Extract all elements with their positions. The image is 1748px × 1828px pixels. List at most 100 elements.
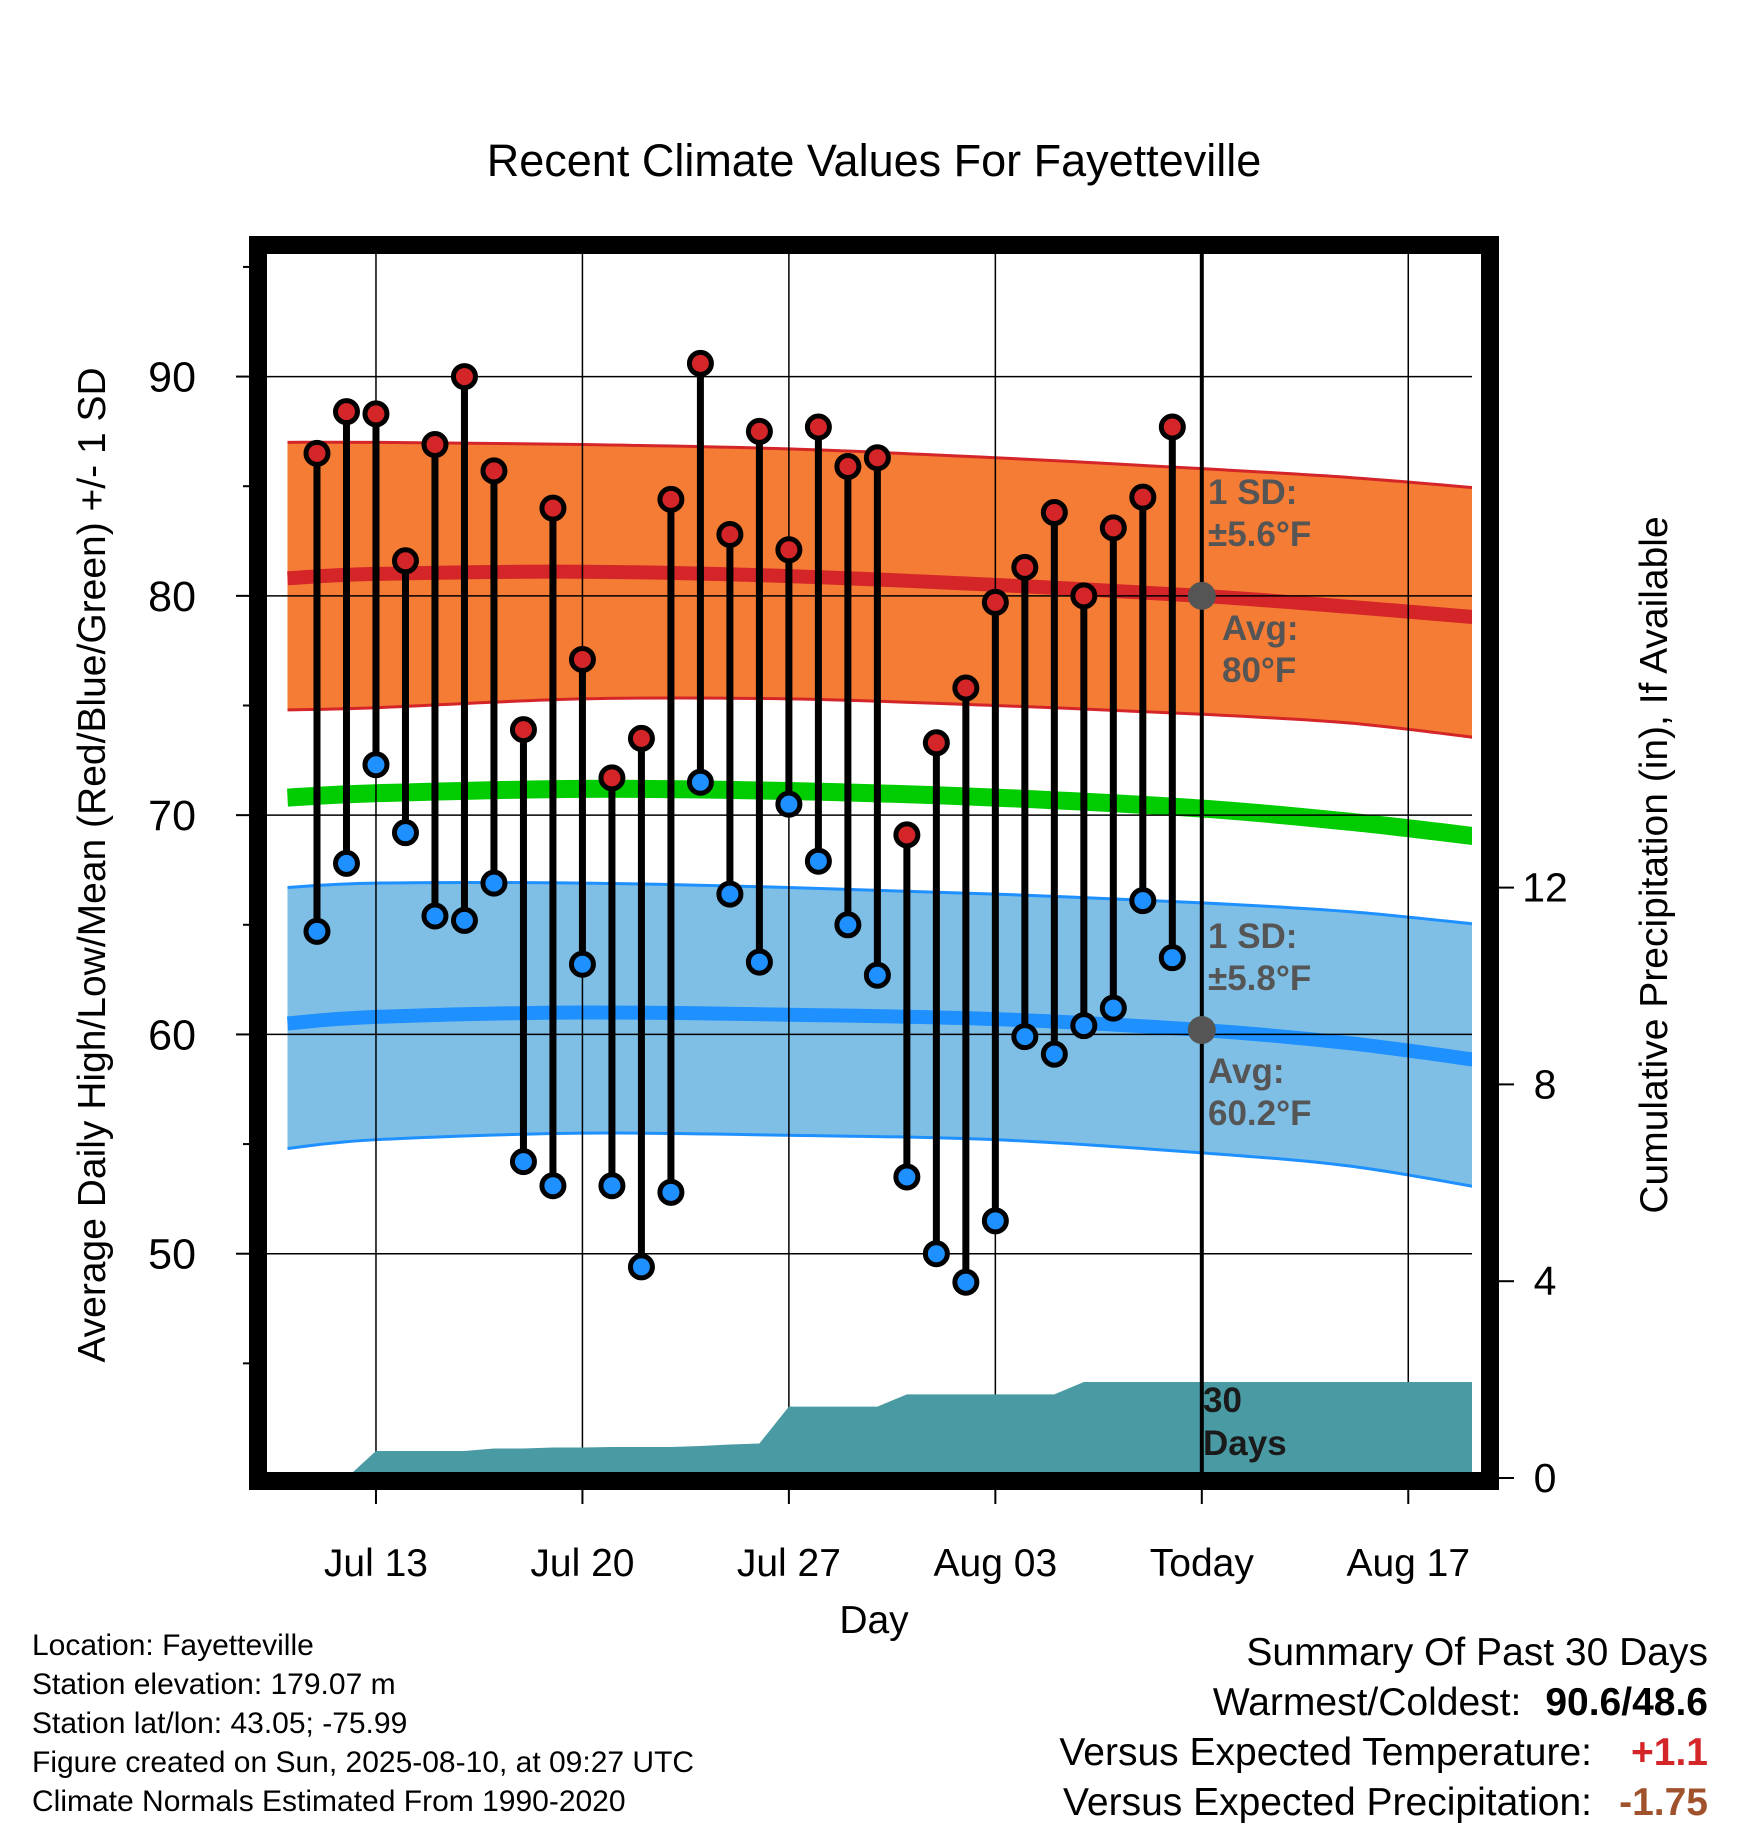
- low-sd-label: 1 SD:: [1208, 917, 1297, 956]
- x-axis-label: Day: [839, 1599, 909, 1642]
- high-point: [1099, 514, 1127, 542]
- low-point: [745, 948, 773, 976]
- temp-anomaly-label: Versus Expected Temperature:: [1059, 1731, 1592, 1774]
- low-point: [1099, 994, 1127, 1022]
- low-point: [362, 751, 390, 779]
- low-point: [332, 849, 360, 877]
- low-point: [952, 1268, 980, 1296]
- low-avg-label: Avg:: [1208, 1052, 1284, 1091]
- high-point: [863, 444, 891, 472]
- x-tick-label: Jul 20: [530, 1542, 634, 1585]
- precip-area: [351, 1382, 1472, 1473]
- x-tick-label: Today: [1150, 1542, 1255, 1585]
- y-tick-label: 50: [148, 1231, 196, 1279]
- high-point: [509, 716, 537, 744]
- low-sd-value: ±5.8°F: [1208, 959, 1311, 998]
- low-sd-lower-line: [287, 1131, 1472, 1188]
- y2-tick-label: 8: [1534, 1061, 1557, 1107]
- high-point: [657, 485, 685, 513]
- high-point: [893, 821, 921, 849]
- y2-tick-label: 0: [1534, 1455, 1557, 1501]
- low-avg-today-marker: [1187, 1016, 1216, 1045]
- x-tick-label: Aug 17: [1346, 1542, 1470, 1585]
- summary-panel: Summary Of Past 30 Days Warmest/Coldest:…: [1059, 1628, 1708, 1828]
- low-point: [922, 1240, 950, 1268]
- low-point: [450, 906, 478, 934]
- low-point: [1040, 1040, 1068, 1068]
- high-point: [775, 536, 803, 564]
- low-avg-line: [286, 1005, 1472, 1067]
- low-point: [775, 790, 803, 818]
- high-point: [716, 520, 744, 548]
- low-point: [893, 1163, 921, 1191]
- high-point: [1011, 553, 1039, 581]
- low-point: [1070, 1012, 1098, 1040]
- x-axis: Jul 13 Jul 20 Jul 27 Aug 03 Today Aug 17: [324, 1490, 1470, 1585]
- y-tick-label: 60: [148, 1011, 196, 1059]
- high-point: [922, 729, 950, 757]
- low-point: [303, 917, 331, 945]
- low-point: [1011, 1023, 1039, 1051]
- x-tick-label: Aug 03: [934, 1542, 1058, 1585]
- high-point: [834, 452, 862, 480]
- x-tick-label: Jul 27: [737, 1542, 841, 1585]
- low-point: [539, 1172, 567, 1200]
- low-point: [686, 768, 714, 796]
- high-point: [332, 398, 360, 426]
- high-point: [981, 588, 1009, 616]
- high-point: [303, 439, 331, 467]
- low-point: [1129, 887, 1157, 915]
- y2-tick-label: 4: [1534, 1258, 1557, 1304]
- high-point: [568, 645, 596, 673]
- precip-anomaly-row: Versus Expected Precipitation: -1.75: [1059, 1778, 1708, 1828]
- temp-anomaly-value: +1.1: [1631, 1731, 1708, 1774]
- low-point: [716, 880, 744, 908]
- high-point: [480, 457, 508, 485]
- low-point: [568, 950, 596, 978]
- high-point: [804, 413, 832, 441]
- high-sd-label: 1 SD:: [1208, 473, 1297, 512]
- x-tick-label: Jul 13: [324, 1542, 428, 1585]
- warmest-coldest-value: 90.6/48.6: [1545, 1681, 1708, 1724]
- grid-lines: [258, 245, 1472, 1473]
- station-info: Location: Fayetteville Station elevation…: [32, 1626, 694, 1821]
- high-point: [686, 349, 714, 377]
- y-axis: 50 60 70 80 90: [148, 265, 250, 1365]
- chart-title: Recent Climate Values For Fayetteville: [487, 135, 1261, 186]
- precip-anomaly-label: Versus Expected Precipitation:: [1063, 1781, 1592, 1824]
- precip-annotation: 30 Days: [1203, 1381, 1287, 1463]
- warmest-coldest-row: Warmest/Coldest: 90.6/48.6: [1059, 1678, 1708, 1728]
- latlon-text: Station lat/lon: 43.05; -75.99: [32, 1707, 408, 1740]
- summary-heading: Summary Of Past 30 Days: [1246, 1631, 1708, 1674]
- normals-text: Climate Normals Estimated From 1990-2020: [32, 1785, 626, 1818]
- y-tick-label: 90: [148, 354, 196, 402]
- high-point: [1070, 582, 1098, 610]
- y-tick-label: 80: [148, 573, 196, 621]
- high-point: [598, 764, 626, 792]
- high-point: [1158, 413, 1186, 441]
- y-tick-label: 70: [148, 792, 196, 840]
- high-point: [362, 400, 390, 428]
- y2-axis-label: Cumulative Precipitation (in), If Availa…: [1633, 516, 1676, 1213]
- low-point: [480, 869, 508, 897]
- low-point: [391, 819, 419, 847]
- low-point: [981, 1207, 1009, 1235]
- high-point: [1129, 483, 1157, 511]
- warmest-coldest-label: Warmest/Coldest:: [1212, 1681, 1522, 1724]
- low-point: [1158, 944, 1186, 972]
- low-point: [834, 911, 862, 939]
- daily-stems: [303, 349, 1186, 1296]
- high-avg-label: Avg:: [1222, 609, 1298, 648]
- high-point: [745, 417, 773, 445]
- high-point: [1040, 499, 1068, 527]
- low-point: [598, 1172, 626, 1200]
- location-text: Location: Fayetteville: [32, 1629, 314, 1662]
- low-avg-value: 60.2°F: [1208, 1094, 1312, 1133]
- high-point: [539, 494, 567, 522]
- high-avg-value: 80°F: [1222, 651, 1296, 690]
- low-point: [657, 1178, 685, 1206]
- precip-label-line1: 30: [1203, 1381, 1242, 1420]
